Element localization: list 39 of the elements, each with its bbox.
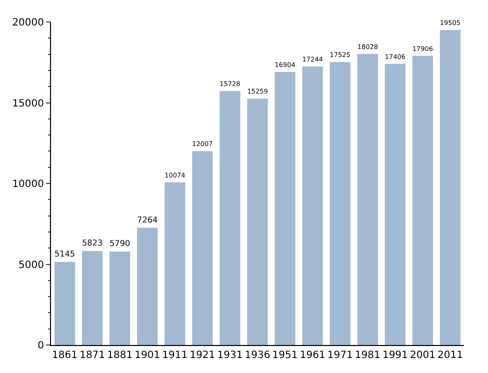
x-tick-label: 1971 — [327, 350, 353, 361]
x-tick-label: 1921 — [190, 350, 216, 361]
bar — [412, 56, 434, 345]
x-tick-label: 1911 — [162, 350, 188, 361]
bar — [330, 62, 350, 345]
bar — [192, 151, 213, 345]
bar — [82, 250, 103, 345]
x-tick-label: 1991 — [382, 350, 408, 361]
bar — [302, 66, 323, 345]
x-tick-label: 1881 — [107, 350, 133, 361]
bar — [220, 90, 240, 345]
x-tick-label: 2001 — [410, 350, 436, 361]
x-tick-label: 1931 — [217, 350, 243, 361]
data-label: 5145 — [54, 248, 76, 258]
bar — [110, 251, 130, 345]
bar — [137, 228, 158, 345]
bar — [164, 182, 186, 345]
bar — [274, 72, 296, 345]
y-tick-label: 5000 — [18, 260, 44, 271]
bar — [247, 98, 268, 345]
x-tick-label: 1871 — [80, 350, 106, 361]
bar — [54, 262, 76, 345]
x-tick-label: 1936 — [244, 350, 270, 361]
data-label: 5790 — [110, 238, 130, 248]
bar — [384, 64, 406, 345]
y-tick-label: 15000 — [12, 98, 44, 110]
bar — [357, 54, 378, 345]
data-label: 5823 — [82, 238, 103, 248]
x-tick-label: 1981 — [354, 350, 380, 361]
x-tick-label: 1961 — [300, 350, 326, 361]
x-tick-label: 1901 — [134, 350, 160, 361]
y-tick-label: 20000 — [12, 18, 44, 28]
x-tick-label: 1861 — [52, 350, 78, 361]
bar — [440, 30, 461, 345]
y-tick-label: 0 — [38, 340, 44, 352]
data-label: 7264 — [137, 214, 158, 224]
y-tick-label: 10000 — [12, 179, 44, 190]
x-tick-label: 1951 — [272, 350, 298, 361]
x-tick-label: 2011 — [438, 350, 463, 361]
